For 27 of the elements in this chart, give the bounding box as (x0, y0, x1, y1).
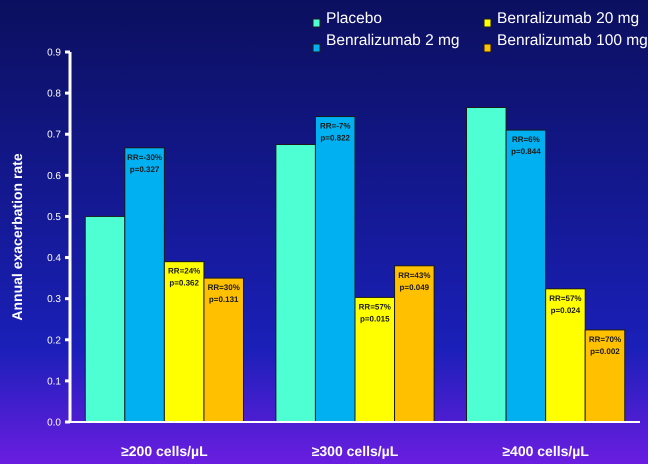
x-tick-label: ≥200 cells/µL (121, 443, 208, 459)
y-tick-label: 0.7 (47, 130, 62, 141)
legend-label: Benralizumab 20 mg (497, 10, 640, 27)
annotation: RR=30% p=0.131 (208, 283, 240, 304)
annotation: RR=70% p=0.002 (588, 334, 622, 356)
annotation: RR=24% p=0.362 (168, 266, 200, 288)
y-tick-label: 0.5 (47, 212, 62, 223)
annotation: RR=-7% p=0.822 (320, 122, 351, 143)
y-tick-label: 0.6 (47, 170, 62, 182)
annotation: RR=57% p=0.024 (549, 294, 582, 315)
y-tick-label: 0.8 (47, 88, 62, 100)
y-tick-label: 0.0 (47, 418, 62, 428)
y-tick-label: 0.9 (47, 48, 62, 58)
y-tick-label: 0.2 (47, 335, 62, 346)
legend-label: Benralizumab 100 mg (497, 32, 648, 49)
x-tick-label: ≥400 cells/µL (502, 443, 590, 459)
y-tick-label: 0.1 (47, 376, 62, 388)
annotation: RR=6% p=0.844 (511, 135, 542, 156)
y-tick-label: 0.4 (47, 253, 62, 264)
annotation: RR=-30% p=0.327 (127, 152, 162, 174)
annotation: RR=43% p=0.049 (398, 270, 430, 292)
x-tick-label: ≥300 cells/µL (312, 443, 399, 459)
legend-label: Benralizumab 2 mg (326, 32, 460, 49)
y-axis-title: Annual exacerbation rate (9, 153, 25, 321)
legend-label: Placebo (326, 10, 382, 27)
y-tick-label: 0.3 (47, 294, 62, 306)
annotation: RR=57% p=0.015 (358, 302, 391, 324)
